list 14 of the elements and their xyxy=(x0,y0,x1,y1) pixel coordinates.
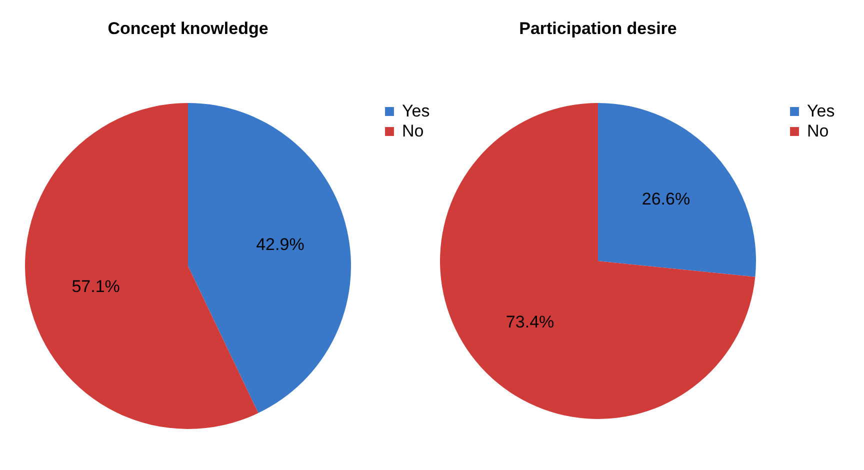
data-label: 73.4% xyxy=(506,312,554,332)
pie-slice xyxy=(25,103,258,429)
data-label: 26.6% xyxy=(642,190,690,209)
chart-title: Participation desire xyxy=(519,19,677,38)
pie-slice xyxy=(598,103,756,277)
legend-label: Yes xyxy=(402,102,430,120)
chart-title: Concept knowledge xyxy=(108,19,268,38)
data-label: 42.9% xyxy=(256,235,304,254)
legend-label: No xyxy=(807,122,829,140)
pie-slice xyxy=(188,103,351,414)
legend-label: Yes xyxy=(807,102,835,120)
data-label: 57.1% xyxy=(72,276,120,296)
legend-label: No xyxy=(402,122,424,140)
pie-slice xyxy=(440,103,756,419)
